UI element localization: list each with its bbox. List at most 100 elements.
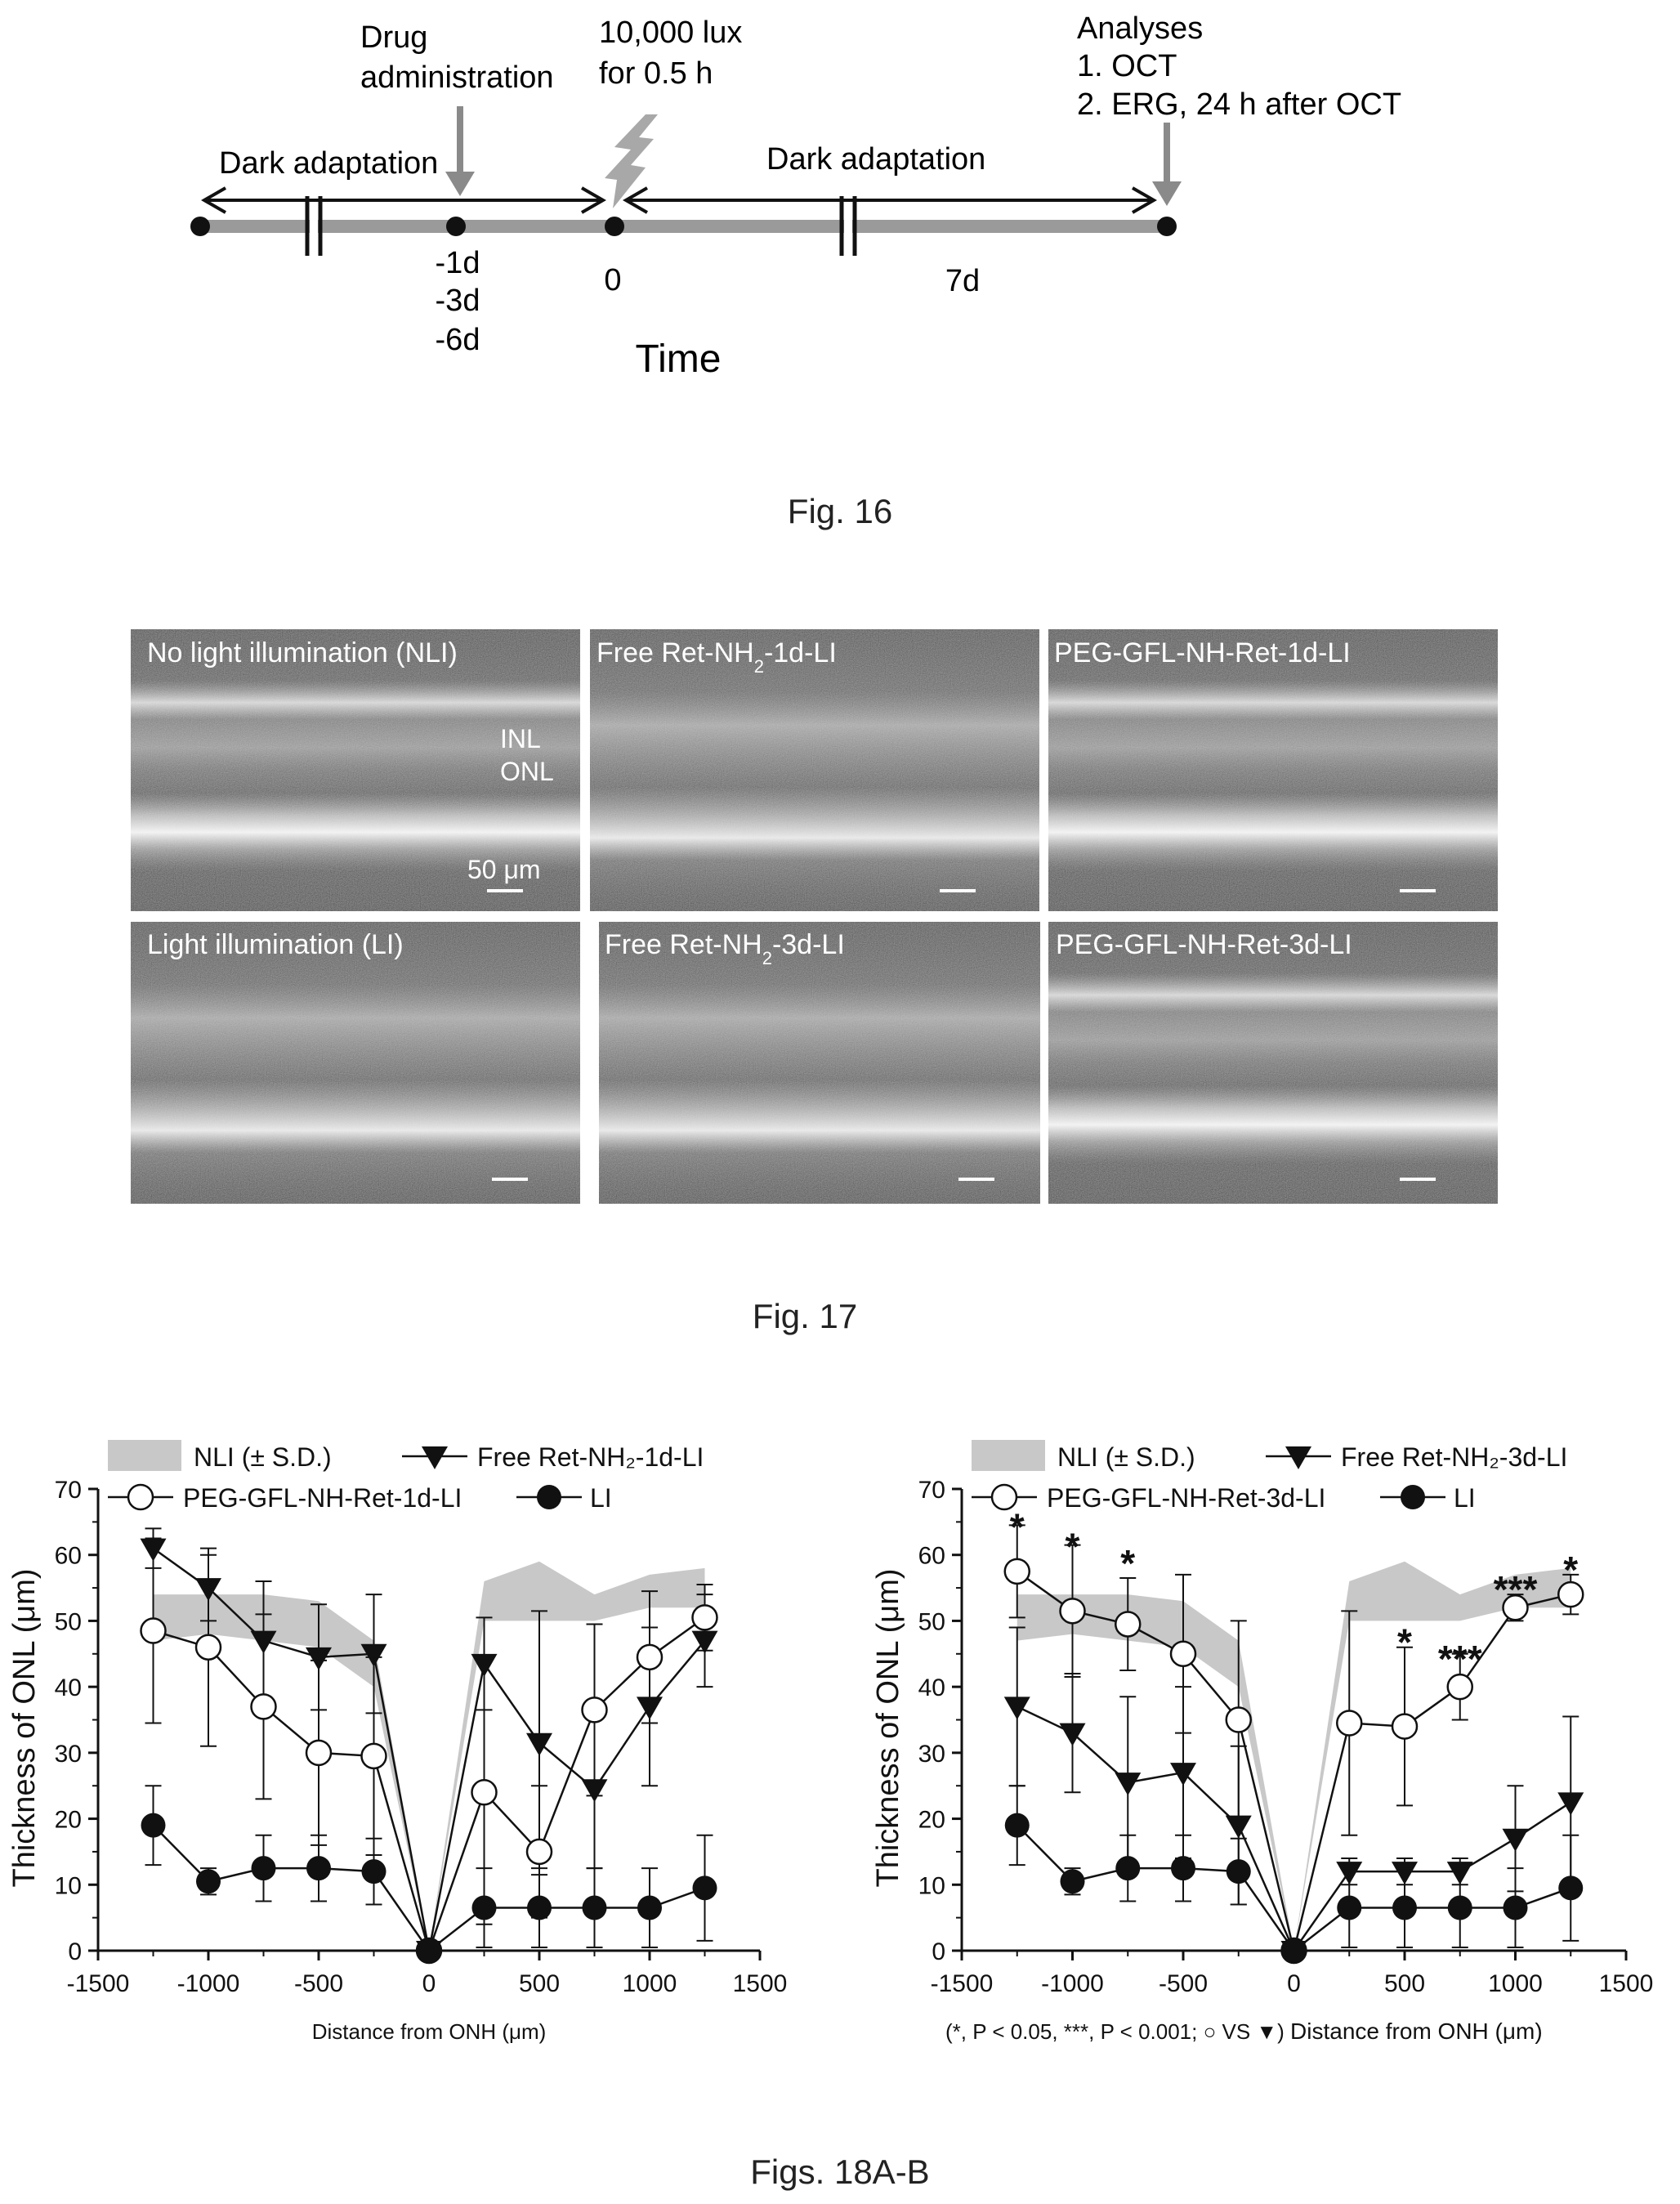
day-label-6: -6d	[436, 323, 480, 357]
data-point	[1060, 1869, 1085, 1894]
y-tick-label: 30	[55, 1741, 82, 1768]
series-line	[1016, 1706, 1571, 1953]
data-point	[1170, 1763, 1196, 1786]
series-line	[153, 1616, 706, 1955]
data-point	[1446, 1673, 1473, 1701]
data-point	[250, 1693, 277, 1720]
y-tick-label: 60	[918, 1543, 945, 1570]
timeline-dot-zero	[605, 217, 624, 236]
dark-adaptation-label-1: Dark adaptation	[219, 146, 438, 181]
x-axis-label: (*, P < 0.05, ***, P < 0.001; ○ VS ▼) Di…	[945, 2018, 1543, 2044]
dark-arrow-1	[200, 186, 607, 214]
timeline-break-2	[839, 196, 857, 256]
legend-label: LI	[1454, 1483, 1476, 1513]
data-point	[1392, 1895, 1417, 1920]
fig18-charts: -1500 -1000 -500 0 500 1000 150001020304050607…	[7, 1440, 1653, 2191]
analyses-item-1: 1. OCT	[1077, 49, 1177, 83]
data-point	[1003, 1558, 1030, 1585]
nli-band	[153, 1561, 705, 1951]
data-point	[360, 1742, 387, 1770]
y-tick-label: 0	[68, 1938, 82, 1965]
series-filled	[1004, 1785, 1584, 1963]
analyses-item-2: 2. ERG, 24 h after OCT	[1077, 87, 1401, 122]
legend-label: NLI (± S.D.)	[1057, 1442, 1195, 1472]
series-line	[1016, 1824, 1571, 1952]
significance-star: *	[1120, 1542, 1135, 1585]
data-point	[361, 1859, 386, 1884]
y-tick-label: 40	[55, 1674, 82, 1701]
data-point	[526, 1732, 552, 1756]
data-point	[251, 1856, 276, 1881]
fig18-caption: Figs. 18A-B	[750, 2153, 929, 2191]
x-tick-label: 1500	[733, 1970, 788, 1997]
data-point	[1059, 1598, 1086, 1625]
series-line	[152, 1824, 705, 1952]
data-point	[471, 1895, 497, 1920]
y-tick-label: 50	[918, 1608, 945, 1635]
dark-adaptation-label-2: Dark adaptation	[766, 142, 985, 177]
series-triangle	[1003, 1626, 1584, 1964]
data-point	[1557, 1580, 1584, 1608]
timeline-dot-end	[1157, 217, 1177, 236]
seven-day-label: 7d	[945, 264, 980, 298]
x-tick-label: -500	[294, 1970, 343, 1997]
legend-label: LI	[590, 1483, 612, 1513]
data-point	[196, 1869, 221, 1894]
legend-marker	[537, 1485, 561, 1509]
x-tick-label: 1000	[1488, 1970, 1543, 1997]
oct-panel-free-1d: Free Ret-NH2-1d-LI	[590, 629, 1039, 911]
significance-star: *	[1010, 1505, 1025, 1548]
oct-panel-peg-1d: PEG-GFL-NH-Ret-1d-LI	[1048, 629, 1498, 911]
y-tick-label: 50	[55, 1608, 82, 1635]
legend-label: PEG-GFL-NH-Ret-1d-LI	[183, 1483, 462, 1513]
legend-label: Free Ret-NH₂-1d-LI	[477, 1442, 704, 1472]
panel-label: No light illumination (NLI)	[147, 637, 458, 668]
data-point	[1502, 1828, 1529, 1852]
legend-marker	[1401, 1485, 1425, 1509]
data-point	[140, 1617, 167, 1644]
series-open	[1003, 1524, 1584, 1965]
significance-star: *	[1397, 1621, 1412, 1664]
data-point	[1171, 1856, 1195, 1881]
data-point	[1502, 1594, 1529, 1621]
oct-panel-peg-3d: PEG-GFL-NH-Ret-3d-LI	[1048, 922, 1498, 1204]
data-point	[1447, 1895, 1472, 1920]
zero-label: 0	[604, 263, 621, 297]
data-point	[582, 1895, 607, 1920]
timeline-dot-start	[190, 217, 210, 236]
panel-label: Free Ret-NH2-1d-LI	[596, 637, 837, 677]
inl-label: INL	[500, 724, 541, 753]
data-point	[1225, 1815, 1252, 1839]
data-point	[141, 1813, 166, 1838]
data-point	[1391, 1713, 1419, 1740]
chart-18b: -1500 -1000 -500 0 500 1000 1500 0 10 20 30 40 50 60 7…	[871, 1440, 1653, 2044]
legend-marker	[422, 1446, 448, 1469]
x-tick-label: -1000	[177, 1970, 240, 1997]
significance-star: *	[1066, 1526, 1080, 1568]
legend-marker	[1285, 1446, 1311, 1469]
significance-star: ***	[1438, 1638, 1482, 1680]
y-tick-label: 10	[55, 1872, 82, 1899]
lux-label-1: 10,000 lux	[599, 16, 742, 50]
drug-label-2: administration	[360, 60, 554, 95]
x-tick-label: 1500	[1599, 1970, 1654, 1997]
day-label-1: -1d	[436, 246, 480, 280]
data-point	[527, 1895, 552, 1920]
x-tick-label: 0	[1287, 1970, 1301, 1997]
y-tick-label: 20	[55, 1807, 82, 1834]
y-tick-label: 10	[918, 1872, 945, 1899]
nli-band	[1016, 1561, 1571, 1951]
data-point	[417, 1938, 441, 1963]
time-label: Time	[636, 338, 722, 381]
legend-swatch-band	[972, 1440, 1045, 1471]
legend-marker	[990, 1483, 1018, 1511]
data-point	[691, 1604, 718, 1631]
y-tick-label: 20	[918, 1807, 945, 1834]
panel-label: Light illumination (LI)	[147, 929, 404, 960]
lux-label-2: for 0.5 h	[599, 56, 713, 91]
x-tick-label: 500	[519, 1970, 560, 1997]
onl-label: ONL	[500, 757, 554, 786]
data-point	[1225, 1706, 1252, 1733]
data-point	[637, 1895, 662, 1920]
